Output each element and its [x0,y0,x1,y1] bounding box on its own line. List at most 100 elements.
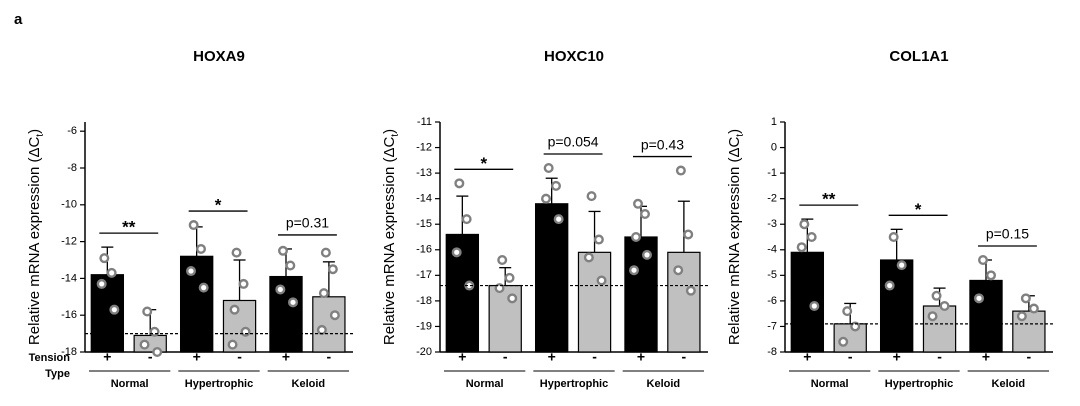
data-point [278,245,289,256]
data-point [673,265,684,276]
significance-label: p=0.31 [286,215,329,231]
data-point [185,266,196,277]
data-point [316,324,327,335]
panel-label: a [14,11,23,28]
bar [879,259,914,353]
y-tick-label: -4 [767,244,777,256]
y-tick-label: 0 [771,141,777,153]
y-tick-label: -2 [767,193,777,205]
group-label: Normal [466,378,504,390]
y-tick-label: -6 [767,295,777,307]
y-tick-label: -11 [417,116,432,128]
x-tick-label: - [1027,349,1032,365]
bar [445,233,480,353]
data-point [543,162,554,173]
y-tick-label: -18 [61,346,77,358]
group-label: Hypertrophic [185,378,253,390]
y-tick-label: -6 [67,125,77,137]
data-point [596,275,607,286]
data-point [888,231,899,242]
bar [488,284,522,353]
data-point [142,306,153,317]
y-axis-label-part: t [35,134,46,137]
y-tick-label: -13 [416,167,432,179]
bar [577,251,612,353]
group-label: Hypertrophic [540,378,608,390]
row-label: Type [45,368,70,380]
data-point [497,255,508,266]
x-tick-label: - [682,349,687,365]
y-axis-label-part: Relative mRNA expression (ΔC [381,137,398,346]
data-point [850,321,861,332]
significance-label: ** [822,190,836,209]
data-point [640,208,651,219]
x-tick-label: + [803,349,811,365]
y-axis-label-part: ) [26,129,43,134]
data-point [685,285,696,296]
y-tick-label: 1 [771,116,777,128]
x-tick-label: - [937,349,942,365]
chart-title: HOXA9 [193,48,245,65]
data-point [1016,311,1027,322]
data-point [99,253,110,264]
data-point [1028,303,1039,314]
group-label: Keloid [647,378,681,390]
data-point [927,311,938,322]
y-tick-label: -1 [767,167,777,179]
data-point [939,301,950,312]
data-point [454,178,465,189]
y-tick-label: -5 [767,269,777,281]
y-axis-label: Relative mRNA expression (ΔCt) [26,129,46,345]
chart-title: COL1A1 [889,48,948,65]
data-point [152,347,163,358]
data-point [683,229,694,240]
data-point [96,278,107,289]
y-tick-label: -16 [416,244,432,256]
data-point [504,272,515,283]
x-tick-label: - [592,349,597,365]
y-axis-label-part: ) [726,129,743,134]
y-tick-label: -8 [767,346,777,358]
data-point [633,198,644,209]
data-point [896,260,907,271]
data-point [198,282,209,293]
y-tick-label: -16 [61,309,77,321]
x-tick-label: + [982,349,990,365]
x-tick-label: + [282,349,290,365]
data-point [799,219,810,230]
y-axis-label: Relative mRNA expression (ΔCt) [726,129,746,345]
x-tick-label: - [848,349,853,365]
data-point [318,288,329,299]
data-point [974,293,985,304]
data-point [139,339,150,350]
bar [534,203,569,353]
y-tick-label: -8 [67,162,77,174]
y-tick-label: -15 [416,218,432,230]
x-tick-label: - [327,349,332,365]
bar [833,323,867,353]
data-point [240,326,251,337]
bar [312,296,346,353]
row-label: Tension [29,352,71,364]
y-tick-label: -10 [61,199,77,211]
data-point [809,301,820,312]
y-tick-label: -18 [416,295,432,307]
bar [90,274,125,353]
y-axis-label-part: t [390,134,401,137]
chart-title: HOXC10 [544,48,604,65]
data-point [842,306,853,317]
bar [179,255,214,353]
data-point [931,290,942,301]
data-point [149,326,160,337]
group-label: Keloid [992,378,1026,390]
y-tick-label: -20 [416,346,432,358]
data-point [884,280,895,291]
y-tick-label: -7 [767,320,777,332]
data-point [507,293,518,304]
data-point [109,304,120,315]
group-label: Normal [111,378,149,390]
y-axis-label-part: ) [381,129,398,134]
significance-label: * [215,196,222,215]
data-point [275,284,286,295]
x-tick-label: + [103,349,111,365]
